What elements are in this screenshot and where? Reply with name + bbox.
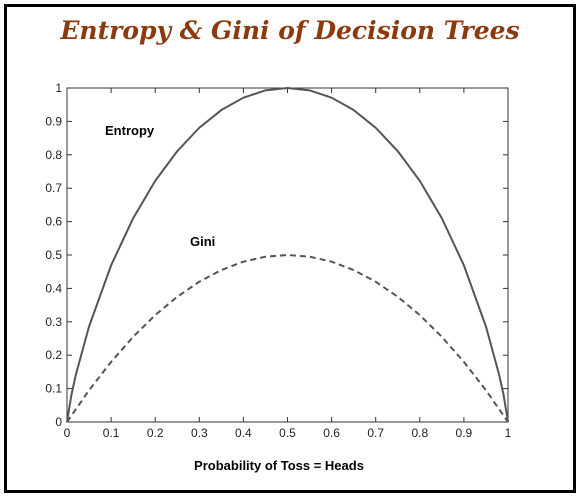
x-tick-label: 0.5 (279, 426, 296, 440)
gini-curve (66, 254, 509, 423)
x-tick-label: 0.7 (367, 426, 384, 440)
x-tick-label: 0.2 (147, 426, 164, 440)
entropy-series-label: Entropy (105, 123, 155, 138)
x-tick-label: 0.9 (456, 426, 473, 440)
x-tick-label: 1 (505, 426, 512, 440)
chart-frame (4, 4, 576, 493)
y-tick-label: 1 (55, 81, 62, 95)
entropy-curve (66, 87, 509, 423)
x-axis-ticks: 0 0.1 0.2 0.3 0.4 0.5 0.6 0.7 0.8 0.9 1 (64, 88, 512, 440)
y-tick-label: 0.7 (45, 181, 62, 195)
y-tick-label: 0.3 (45, 315, 62, 329)
x-tick-label: 0.4 (235, 426, 252, 440)
x-axis-label: Probability of Toss = Heads (194, 458, 364, 473)
y-tick-label: 0.8 (45, 148, 62, 162)
plot-area (66, 87, 509, 423)
y-tick-label: 0.9 (45, 114, 62, 128)
x-tick-label: 0.6 (323, 426, 340, 440)
x-tick-label: 0.1 (103, 426, 120, 440)
y-tick-label: 0.2 (45, 348, 62, 362)
y-tick-label: 0 (55, 415, 62, 429)
y-tick-label: 0.6 (45, 215, 62, 229)
chart-title: Entropy & Gini of Decision Trees (60, 16, 520, 45)
x-tick-label: 0.3 (191, 426, 208, 440)
y-tick-label: 0.1 (45, 382, 62, 396)
x-tick-label: 0.8 (411, 426, 428, 440)
x-tick-label: 0 (64, 426, 71, 440)
gini-series-label: Gini (190, 234, 215, 249)
series-group (66, 87, 509, 423)
y-tick-label: 0.4 (45, 281, 62, 295)
y-axis-ticks: 0 0.1 0.2 0.3 0.4 0.5 0.6 0.7 0.8 0.9 1 (45, 81, 508, 429)
y-tick-label: 0.5 (45, 248, 62, 262)
